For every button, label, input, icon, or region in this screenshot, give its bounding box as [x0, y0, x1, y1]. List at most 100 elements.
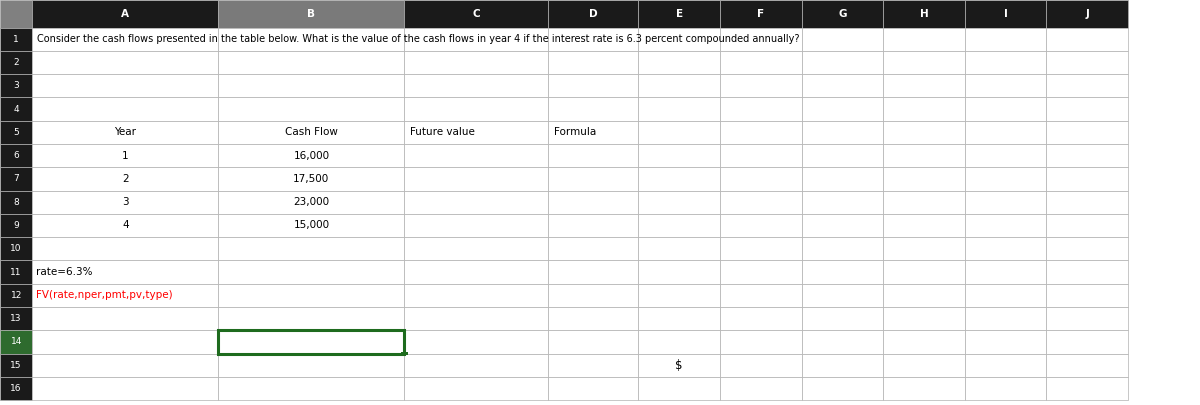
Bar: [404, 28, 548, 51]
Bar: [404, 214, 548, 237]
Bar: [218, 377, 404, 400]
Text: 8: 8: [13, 198, 19, 207]
Text: 23,000: 23,000: [293, 197, 330, 207]
Text: 16,000: 16,000: [293, 151, 330, 161]
Text: B: B: [307, 9, 316, 19]
Bar: [883, 97, 965, 121]
Bar: [965, 307, 1046, 330]
Bar: [802, 191, 883, 214]
Bar: [32, 28, 218, 51]
Bar: [638, 284, 720, 307]
Bar: [802, 74, 883, 98]
Bar: [965, 330, 1046, 354]
Bar: [965, 97, 1046, 121]
Bar: [638, 260, 720, 284]
Bar: [638, 97, 720, 121]
Bar: [218, 121, 404, 144]
Bar: [720, 167, 802, 191]
Bar: [802, 51, 883, 74]
Bar: [1046, 377, 1128, 400]
Bar: [802, 214, 883, 237]
Bar: [404, 74, 548, 98]
Bar: [0, 214, 32, 237]
Bar: [32, 167, 218, 191]
Bar: [883, 214, 965, 237]
Bar: [404, 284, 548, 307]
Bar: [548, 74, 638, 98]
Bar: [404, 144, 548, 167]
Bar: [218, 214, 404, 237]
Bar: [548, 167, 638, 191]
Bar: [548, 121, 638, 144]
Text: 16: 16: [11, 384, 22, 393]
Bar: [965, 284, 1046, 307]
Bar: [548, 0, 638, 28]
Text: 15,000: 15,000: [293, 220, 330, 230]
Bar: [32, 260, 218, 284]
Bar: [32, 377, 218, 400]
Bar: [0, 354, 32, 377]
Text: Consider the cash flows presented in the table below. What is the value of the c: Consider the cash flows presented in the…: [37, 34, 799, 44]
Bar: [218, 167, 404, 191]
Text: 5: 5: [13, 128, 19, 137]
Text: J: J: [1085, 9, 1090, 19]
Bar: [32, 121, 218, 144]
Bar: [720, 121, 802, 144]
Text: 1: 1: [13, 35, 19, 44]
Bar: [218, 144, 404, 167]
Bar: [404, 330, 548, 354]
Bar: [0, 0, 32, 28]
Bar: [965, 51, 1046, 74]
Bar: [965, 191, 1046, 214]
Bar: [0, 51, 32, 74]
Bar: [802, 167, 883, 191]
Text: Formula: Formula: [554, 127, 596, 137]
Bar: [802, 0, 883, 28]
Bar: [548, 284, 638, 307]
Bar: [404, 354, 548, 377]
Bar: [883, 121, 965, 144]
Text: F: F: [757, 9, 764, 19]
Bar: [218, 260, 404, 284]
Bar: [1046, 214, 1128, 237]
Bar: [548, 214, 638, 237]
Bar: [548, 307, 638, 330]
Bar: [1046, 121, 1128, 144]
Bar: [1046, 167, 1128, 191]
Bar: [404, 97, 548, 121]
Text: 15: 15: [11, 361, 22, 370]
Bar: [0, 28, 32, 51]
Text: I: I: [1003, 9, 1008, 19]
Bar: [404, 167, 548, 191]
Text: 3: 3: [122, 197, 128, 207]
Bar: [720, 74, 802, 98]
Bar: [1046, 260, 1128, 284]
Bar: [638, 191, 720, 214]
Bar: [802, 284, 883, 307]
Bar: [1046, 51, 1128, 74]
Bar: [404, 377, 548, 400]
Text: 10: 10: [11, 244, 22, 253]
Text: Cash Flow: Cash Flow: [284, 127, 338, 137]
Bar: [0, 121, 32, 144]
Bar: [32, 214, 218, 237]
Text: E: E: [676, 9, 683, 19]
Bar: [0, 144, 32, 167]
Text: FV(rate,nper,pmt,pv,type): FV(rate,nper,pmt,pv,type): [36, 290, 173, 301]
Text: Year: Year: [114, 127, 137, 137]
Text: 17,500: 17,500: [293, 174, 330, 184]
Bar: [638, 214, 720, 237]
Bar: [1046, 28, 1128, 51]
Bar: [218, 28, 404, 51]
Bar: [883, 167, 965, 191]
Bar: [548, 144, 638, 167]
Bar: [638, 377, 720, 400]
Bar: [218, 0, 404, 28]
Bar: [404, 260, 548, 284]
Bar: [883, 191, 965, 214]
Bar: [218, 284, 404, 307]
Bar: [32, 74, 218, 98]
Bar: [965, 28, 1046, 51]
Bar: [548, 237, 638, 260]
Bar: [32, 330, 218, 354]
